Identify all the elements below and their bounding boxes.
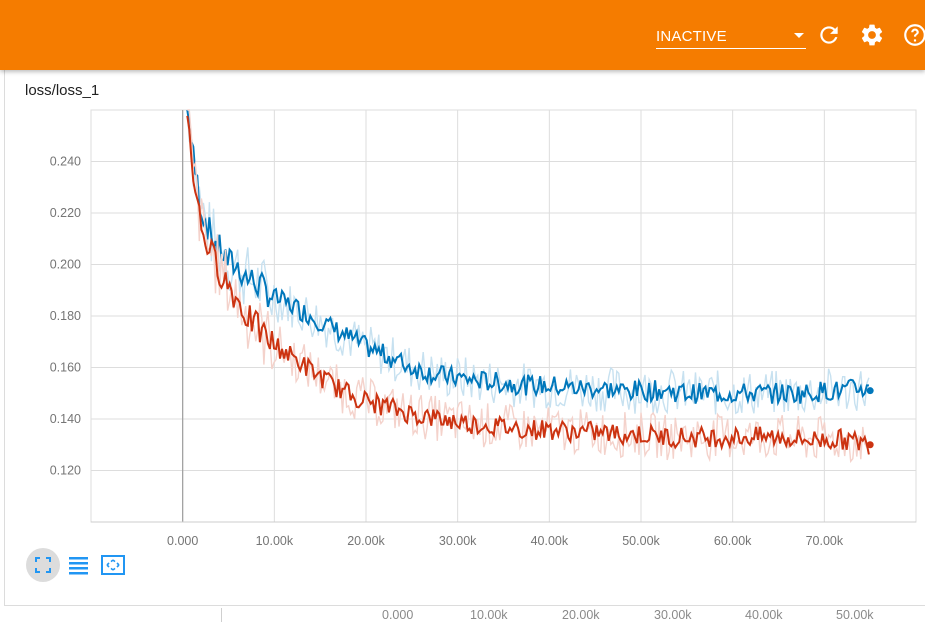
x-tick-label: 0.000 [167,534,198,548]
chart-series [186,109,874,464]
background-tick-label: 50.00k [836,608,874,622]
y-tick-label: 0.180 [50,309,81,323]
background-axis-rule [221,608,222,622]
expand-chart-icon [101,555,125,575]
background-tick-label: 40.00k [745,608,783,622]
dropdown-arrow-icon [794,33,804,38]
data-table-icon [69,557,88,575]
background-tick-label: 10.00k [470,608,508,622]
x-tick-label: 70.00k [806,534,844,548]
x-tick-label: 60.00k [714,534,752,548]
x-tick-label: 30.00k [439,534,477,548]
background-chart-axis: 0.000 10.00k 20.00k 30.00k 40.00k 50.00k [0,606,925,622]
series-0-raw-line [186,109,870,415]
y-tick-label: 0.120 [50,464,81,478]
x-tick-label: 20.00k [347,534,385,548]
run-status-value: INACTIVE [656,28,727,45]
chart-axes [91,110,916,523]
series-0-end-point [866,387,874,395]
background-tick-label: 20.00k [562,608,600,622]
x-tick-label: 40.00k [531,534,569,548]
settings-gear-icon[interactable] [859,22,885,48]
series-1-smoothed-line [186,115,870,455]
scalar-chart-card [4,70,925,606]
chart-grid [90,109,917,523]
chart-title: loss/loss_1 [25,82,100,99]
fit-domain-icon [35,557,51,573]
series-0-smoothed-line [186,109,869,407]
background-tick-label: 30.00k [654,608,692,622]
y-tick-label: 0.240 [50,155,81,169]
refresh-icon[interactable] [816,22,842,48]
run-status-select[interactable]: INACTIVE [656,24,806,49]
y-tick-label: 0.200 [50,258,81,272]
y-tick-label: 0.220 [50,206,81,220]
help-icon[interactable] [902,22,925,48]
expand-chart-button[interactable] [96,548,130,582]
x-tick-label: 10.00k [256,534,294,548]
toggle-data-table-button[interactable] [61,548,95,582]
series-1-raw-line [187,109,870,464]
chart-tick-labels: 0.120 0.140 0.160 0.180 0.200 0.220 0.240 0.000… [50,155,844,549]
y-tick-label: 0.160 [50,361,81,375]
background-tick-label: 0.000 [382,608,414,622]
y-tick-label: 0.140 [50,412,81,426]
series-1-end-point [866,441,874,449]
x-tick-label: 50.00k [622,534,660,548]
top-toolbar: INACTIVE [0,0,925,70]
fit-domain-button[interactable] [26,548,60,582]
